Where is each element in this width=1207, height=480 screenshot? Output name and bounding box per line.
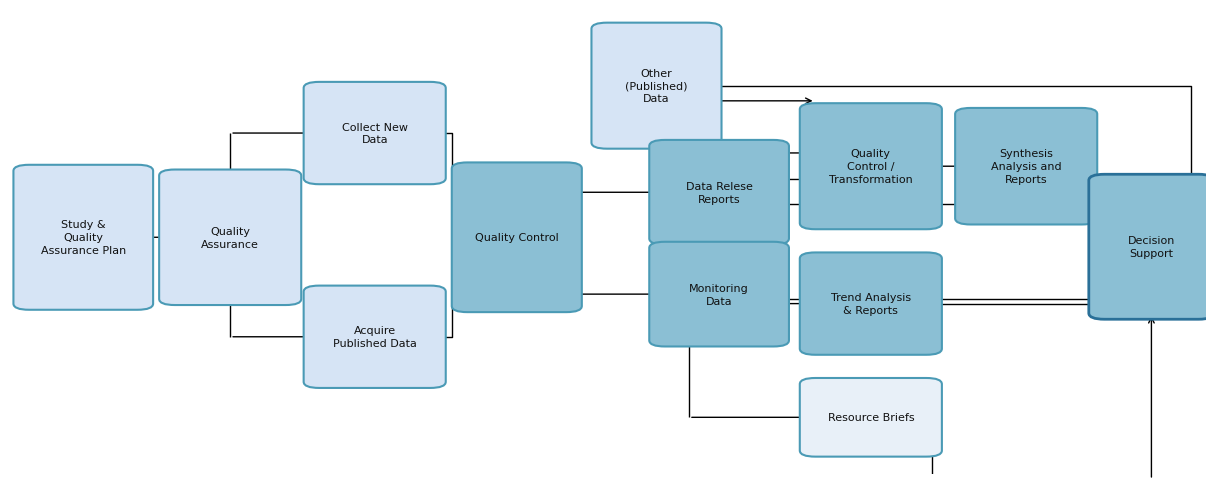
FancyBboxPatch shape — [451, 163, 582, 312]
FancyBboxPatch shape — [649, 242, 789, 347]
FancyBboxPatch shape — [1089, 175, 1207, 320]
FancyBboxPatch shape — [649, 141, 789, 245]
FancyBboxPatch shape — [800, 253, 941, 355]
FancyBboxPatch shape — [591, 24, 722, 149]
Text: Synthesis
Analysis and
Reports: Synthesis Analysis and Reports — [991, 149, 1061, 185]
Text: Trend Analysis
& Reports: Trend Analysis & Reports — [830, 293, 911, 315]
Text: Decision
Support: Decision Support — [1127, 236, 1176, 259]
FancyBboxPatch shape — [159, 170, 302, 305]
Text: Acquire
Published Data: Acquire Published Data — [333, 326, 416, 348]
FancyBboxPatch shape — [304, 83, 445, 185]
Text: Quality
Control /
Transformation: Quality Control / Transformation — [829, 149, 912, 185]
Text: Data Relese
Reports: Data Relese Reports — [686, 181, 752, 204]
Text: Quality Control: Quality Control — [474, 233, 559, 243]
Text: Quality
Assurance: Quality Assurance — [202, 227, 260, 249]
Text: Collect New
Data: Collect New Data — [342, 122, 408, 145]
Text: Study &
Quality
Assurance Plan: Study & Quality Assurance Plan — [41, 220, 126, 255]
FancyBboxPatch shape — [304, 286, 445, 388]
FancyBboxPatch shape — [800, 378, 941, 456]
Text: Monitoring
Data: Monitoring Data — [689, 283, 750, 306]
Text: Resource Briefs: Resource Briefs — [828, 412, 914, 422]
Text: Other
(Published)
Data: Other (Published) Data — [625, 69, 688, 104]
FancyBboxPatch shape — [13, 166, 153, 310]
FancyBboxPatch shape — [800, 104, 941, 230]
FancyBboxPatch shape — [955, 108, 1097, 225]
